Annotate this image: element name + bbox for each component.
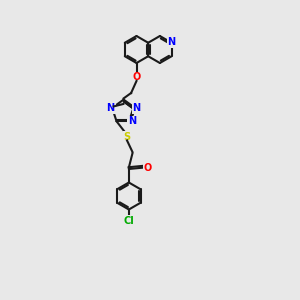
- Text: N: N: [128, 116, 136, 126]
- Text: S: S: [124, 132, 130, 142]
- Text: N: N: [167, 37, 175, 47]
- Text: O: O: [144, 163, 152, 172]
- Text: O: O: [132, 72, 141, 82]
- Text: Cl: Cl: [124, 216, 134, 226]
- Text: N: N: [133, 103, 141, 113]
- Text: N: N: [106, 103, 115, 113]
